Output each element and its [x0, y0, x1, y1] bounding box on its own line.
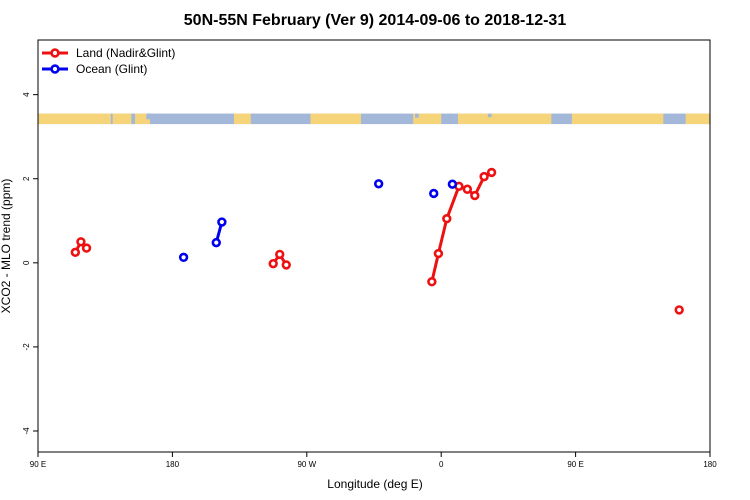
data-point-land	[479, 171, 489, 182]
data-point-ocean	[429, 188, 439, 199]
y-tick-label: 0	[22, 260, 31, 265]
data-point-ocean	[178, 252, 189, 263]
data-point-ocean	[217, 217, 227, 227]
x-tick-label: 180	[166, 460, 180, 469]
x-axis: 90 E 180 90 W 0 90 E 180	[30, 452, 717, 469]
plot-frame	[37, 39, 711, 453]
data-point-land	[268, 258, 278, 269]
x-tick-label: 0	[439, 460, 444, 469]
data-point-ocean	[447, 179, 458, 189]
map-water-inlet	[415, 113, 419, 118]
data-point-land	[486, 167, 497, 178]
y-tick-label: -4	[22, 427, 31, 435]
map-land-mass	[234, 113, 251, 125]
map-water-inlet	[394, 113, 399, 119]
x-tick-label: 90 E	[567, 460, 583, 469]
x-tick-label: 90 W	[297, 460, 316, 469]
legend-label-land: Land (Nadir&Glint)	[76, 46, 175, 60]
map-land-mass	[413, 113, 442, 125]
data-point-ocean	[373, 179, 384, 189]
y-axis: -4 -2 0 2 4	[22, 92, 38, 435]
map-land-mass	[112, 113, 132, 125]
x-tick-label: 90 E	[30, 460, 46, 469]
data-point-land	[470, 190, 480, 201]
y-tick-label: -2	[22, 343, 31, 351]
y-tick-label: 4	[22, 92, 31, 97]
data-point-land	[427, 277, 437, 287]
y-axis-label: XCO2 - MLO trend (ppm)	[0, 179, 13, 314]
map-land-mass	[105, 113, 111, 125]
map-land-mass	[685, 113, 710, 125]
chart-title: 50N-55N February (Ver 9) 2014-09-06 to 2…	[184, 12, 567, 29]
map-land-mass	[38, 113, 106, 125]
legend-marker-ocean	[50, 64, 60, 74]
data-point-land	[730, 238, 737, 245]
data-point-land	[275, 249, 285, 260]
y-tick-label: 2	[22, 176, 31, 181]
map-water-inlet	[487, 113, 492, 118]
data-point-land	[736, 245, 743, 252]
map-land-mass	[458, 113, 552, 125]
series-layer	[70, 167, 743, 315]
map-water-inlet	[676, 113, 681, 119]
series-line-land	[727, 242, 739, 253]
data-point-ocean	[211, 237, 221, 248]
legend-label-ocean: Ocean (Glint)	[76, 62, 147, 76]
map-land-mass	[571, 113, 664, 125]
map-land-mass	[135, 113, 150, 125]
data-point-land	[462, 184, 473, 194]
map-water-inlet	[446, 113, 451, 120]
legend: Land (Nadir&Glint) Ocean (Glint)	[42, 46, 175, 76]
data-point-land	[723, 249, 730, 256]
x-tick-label: 180	[703, 460, 717, 469]
data-point-land	[81, 243, 92, 253]
data-point-land	[442, 213, 452, 224]
legend-marker-land	[50, 48, 60, 58]
map-water-inlet	[146, 113, 152, 120]
data-point-land	[76, 237, 86, 247]
map-ocean-band	[38, 113, 710, 125]
data-point-land	[433, 248, 444, 259]
map-land-mass	[310, 113, 361, 125]
data-point-land	[70, 247, 81, 258]
data-point-land	[281, 260, 291, 270]
x-axis-label: Longitude (deg E)	[327, 477, 422, 491]
world-map-strip	[38, 113, 710, 125]
data-point-land	[674, 305, 684, 315]
